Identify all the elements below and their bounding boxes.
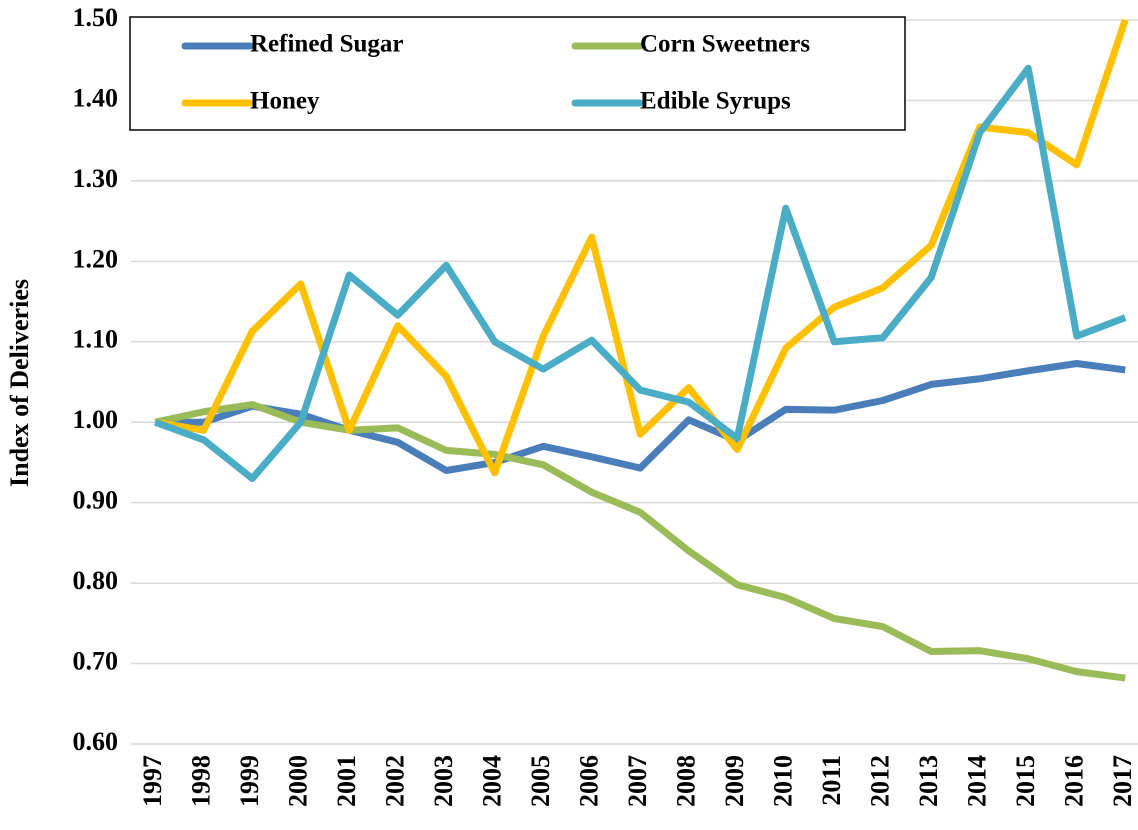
series-line [155, 359, 1126, 474]
legend-label: Refined Sugar [250, 31, 403, 58]
x-tick-label: 1997 [138, 755, 167, 807]
y-tick-label: 0.90 [73, 486, 119, 515]
x-tick-label: 2000 [284, 755, 313, 807]
x-tick-label: 2014 [963, 755, 992, 807]
x-tick-label: 2017 [1108, 755, 1137, 807]
x-tick-label: 2016 [1060, 755, 1089, 807]
series-line [154, 18, 1129, 477]
x-tick-label: 2012 [866, 755, 895, 807]
x-tick-label: 1998 [187, 755, 216, 807]
y-tick-label: 1.10 [73, 325, 119, 354]
legend-label: Honey [250, 88, 320, 115]
x-tick-label: 2011 [817, 755, 846, 806]
y-axis-title: Index of Deliveries [5, 279, 34, 487]
series-line [154, 401, 1126, 682]
x-tick-label: 2002 [381, 755, 410, 807]
y-tick-label: 1.00 [73, 405, 119, 434]
y-tick-label: 0.80 [73, 566, 119, 595]
y-tick-label: 1.20 [73, 244, 119, 273]
x-tick-label: 2008 [672, 755, 701, 807]
y-tick-label: 1.40 [73, 83, 119, 112]
y-tick-label: 1.50 [73, 3, 119, 32]
legend-label: Edible Syrups [640, 88, 791, 115]
x-tick-label: 1999 [235, 755, 264, 807]
y-tick-label: 1.30 [73, 164, 119, 193]
legend-box [129, 16, 906, 131]
x-tick-label: 2005 [526, 755, 555, 807]
x-tick-label: 2003 [429, 755, 458, 807]
y-tick-label: 0.60 [73, 727, 119, 756]
x-tick-label: 2006 [575, 755, 604, 807]
x-tick-label: 2015 [1011, 755, 1040, 807]
legend-label: Corn Sweetners [640, 31, 810, 58]
x-tick-label: 2004 [478, 755, 507, 807]
x-tick-label: 2010 [769, 755, 798, 807]
x-tick-label: 2009 [720, 755, 749, 807]
y-tick-label: 0.70 [73, 647, 119, 676]
x-tick-label: 2013 [914, 755, 943, 807]
x-tick-label: 2007 [623, 755, 652, 807]
x-tick-label: 2001 [332, 755, 361, 807]
series-line [154, 64, 1127, 483]
